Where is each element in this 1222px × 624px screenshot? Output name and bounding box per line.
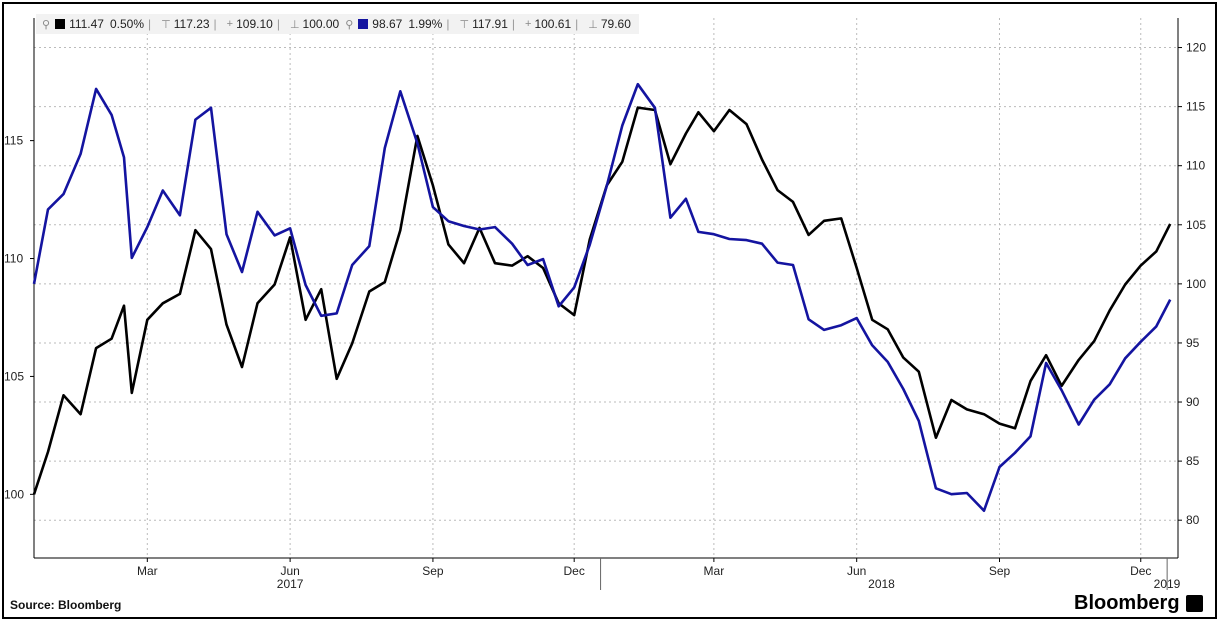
divider: | [213, 17, 217, 31]
low-icon: ⊥ [588, 18, 598, 31]
source-note: Source: Bloomberg [10, 598, 122, 612]
right-tick-label: 90 [1186, 395, 1200, 409]
series-lines [32, 82, 1172, 512]
legend-high-2: ⊤ 117.91 [459, 17, 507, 31]
series-line-2 [32, 82, 1172, 512]
right-tick-label: 105 [1186, 218, 1206, 232]
axes: 100 105 110 115 80 85 90 95 100 105 110 115 120 Mar Ju… [4, 18, 1206, 591]
pin-icon: ⚲ [345, 18, 354, 31]
x-tick-label: Jun [280, 564, 299, 578]
bloomberg-logo: Bloomberg [1074, 592, 1203, 615]
legend-low-1: ⊥ 100.00 [290, 17, 339, 31]
avg-text-1: 109.10 [236, 17, 273, 31]
x-tick-label: Jun [847, 564, 866, 578]
pin-icon: ⚲ [42, 18, 51, 31]
right-tick-label: 120 [1186, 41, 1206, 55]
high-icon: ⊤ [161, 18, 171, 31]
high-icon: ⊤ [459, 18, 470, 31]
legend-swatch-black [55, 19, 66, 29]
legend-pct-2: 1.99% [408, 17, 442, 31]
right-tick-label: 110 [1186, 159, 1205, 173]
bloomberg-mark-icon [1185, 595, 1203, 612]
left-tick-label: 100 [4, 487, 24, 501]
x-tick-label: Dec [564, 564, 585, 578]
year-label: 2018 [868, 577, 895, 591]
legend-last-value-1: 111.47 [69, 17, 104, 31]
avg-text-2: 100.61 [534, 17, 572, 31]
x-tick-label: Dec [1130, 564, 1151, 578]
legend-series-1[interactable]: ⚲ 111.47 [42, 17, 104, 31]
x-tick-label: Sep [989, 564, 1011, 578]
divider: | [511, 17, 516, 31]
left-tick-label: 115 [4, 134, 23, 148]
x-tick-label: Mar [704, 564, 725, 578]
pct-text-2: 1.99% [408, 17, 443, 31]
grid [34, 18, 1178, 558]
high-text-2: 117.91 [472, 17, 508, 31]
year-label: 2017 [277, 577, 304, 591]
right-tick-label: 85 [1186, 454, 1200, 468]
legend-avg-1: +109.10 [227, 17, 273, 31]
legend-low-2: ⊥ 79.60 [588, 17, 631, 31]
right-tick-label: 115 [1186, 100, 1205, 114]
legend-high-1: ⊤ 117.23 [161, 17, 209, 31]
average-icon: + [525, 18, 532, 30]
x-tick-label: Sep [422, 564, 444, 578]
legend-last-value-2: 98.67 [372, 17, 403, 31]
divider: | [446, 17, 450, 31]
brand-text: Bloomberg [1074, 592, 1180, 614]
legend-bar: ⚲ 111.47 0.50% | ⊤ 117.23 | +109.10 | ⊥ 10… [36, 14, 639, 34]
legend-swatch-blue [358, 19, 369, 29]
low-text-2: 79.60 [600, 17, 631, 31]
divider: | [575, 17, 579, 31]
low-text-1: 100.00 [302, 17, 340, 31]
right-tick-label: 100 [1186, 277, 1206, 291]
x-tick-label: Mar [137, 564, 158, 578]
left-tick-label: 110 [4, 252, 23, 266]
right-tick-label: 95 [1186, 336, 1200, 350]
divider: | [276, 17, 280, 31]
right-tick-label: 80 [1186, 513, 1200, 527]
legend-series-2[interactable]: ⚲ 98.67 [345, 17, 402, 31]
high-text-1: 117.23 [173, 17, 210, 31]
low-icon: ⊥ [289, 18, 300, 31]
legend-pct-1: 0.50% [110, 17, 144, 31]
left-tick-label: 105 [4, 369, 24, 383]
average-icon: + [226, 18, 234, 30]
divider: | [148, 17, 152, 31]
pct-text-1: 0.50% [109, 17, 145, 31]
legend-avg-2: +100.61 [525, 17, 571, 31]
